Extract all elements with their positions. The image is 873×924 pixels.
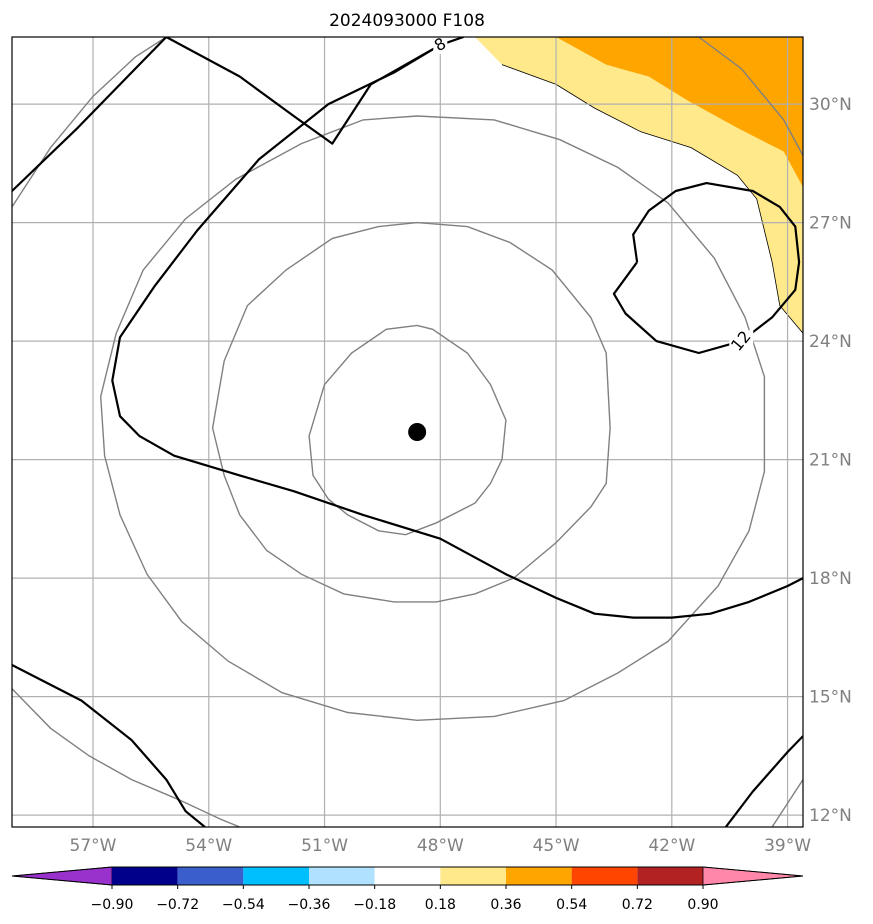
range-ring-6 [771,779,803,827]
y-tick-label: 12°N [809,806,852,826]
plot-background [12,37,803,827]
colorbar-tick-label: −0.18 [353,897,396,913]
range-ring-2 [99,115,766,722]
range-ring-1 [211,221,611,603]
filled-regions [440,37,803,334]
colorbar-segment [637,867,703,885]
colorbar-segment [112,867,178,885]
colorbar-tick-label: 0.36 [490,897,521,913]
y-tick-label: 15°N [809,688,852,708]
range-ring-0 [308,324,507,536]
y-tick-label: 21°N [809,451,852,471]
colorbar-tick-label: 0.18 [425,897,456,913]
grid [12,37,803,827]
y-tick-labels: 12°N 15°N 18°N 21°N 24°N 27°N 30°N [809,95,852,826]
contours: 812 [12,37,803,827]
colorbar-segment [440,867,506,885]
filled-region-1 [556,37,803,188]
contour-label-bg-12 [729,330,754,351]
x-tick-labels: 57°W 54°W 51°W 48°W 45°W 42°W 39°W [70,836,812,856]
x-tick-label: 51°W [301,836,348,856]
contour-line-16 [724,735,803,827]
colorbar-tick-label: 0.54 [556,897,587,913]
plot-frame [11,36,804,828]
colorbar-tick-label: 0.72 [622,897,653,913]
contour-label-bg-8 [433,37,448,54]
colorbar-tick-label: −0.90 [91,897,134,913]
colorbar-segment [309,867,375,885]
y-tick-label: 24°N [809,332,852,352]
y-tick-label: 27°N [809,214,852,234]
colorbar-segment [506,867,572,885]
contour-line-12 [612,182,801,355]
contour-line-4 [12,664,206,827]
chart-title: 2024093000 F108 [329,11,485,31]
x-tick-label: 57°W [70,836,117,856]
center-marker-layer [408,423,427,441]
colorbar-tick-label: −0.72 [156,897,199,913]
x-tick-label: 42°W [648,836,695,856]
range-ring-4 [698,37,803,156]
colorbar-tick-label: 0.90 [687,897,718,913]
x-tick-label: 54°W [185,836,232,856]
contour-line-8 [12,37,803,619]
colorbar: −0.90 −0.72 −0.54 −0.36 −0.18 0.18 0.36 0.54 0.7… [11,866,804,913]
y-tick-label: 18°N [809,569,852,589]
colorbar-segment [571,867,638,885]
y-tick-label: 30°N [809,95,852,115]
range-rings [12,37,803,827]
range-ring-5 [12,688,240,827]
x-tick-label: 39°W [764,836,811,856]
colorbar-extend-min [11,866,113,886]
colorbar-tick-label: −0.54 [222,897,265,913]
colorbar-segment [243,867,309,885]
x-tick-label: 45°W [533,836,580,856]
colorbar-tick-label: −0.36 [288,897,331,913]
shading-boundary-line [501,64,803,334]
x-tick-label: 48°W [417,836,464,856]
colorbar-segment [374,867,441,885]
colorbar-extend-max [702,866,804,886]
storm-center-marker [408,423,427,441]
colorbar-segment [177,867,244,885]
